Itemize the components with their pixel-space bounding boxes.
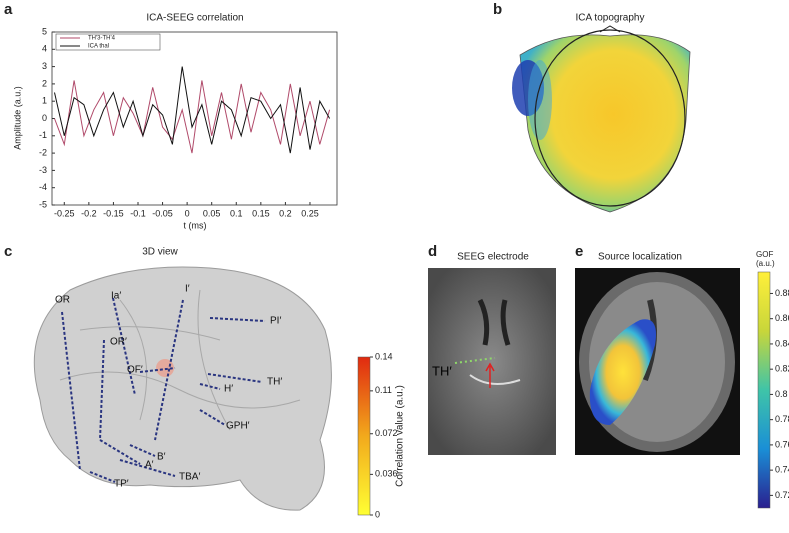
legend-label: ICA thal bbox=[88, 44, 109, 50]
colorbar-tick-label: 0.036 bbox=[375, 469, 398, 479]
x-axis-label: t (ms) bbox=[184, 220, 207, 230]
electrode-label: OR′ bbox=[110, 337, 127, 348]
colorbar-tick-label: 0.72 bbox=[775, 490, 789, 500]
chart-title: ICA-SEEG correlation bbox=[146, 13, 243, 24]
electrode-label: TBA′ bbox=[179, 472, 200, 483]
electrode-label: GPH′ bbox=[226, 421, 250, 432]
x-tick-label: -0.1 bbox=[130, 208, 146, 218]
electrode-label: B′ bbox=[157, 452, 166, 463]
brain-3d bbox=[33, 266, 332, 511]
x-tick-label: -0.25 bbox=[54, 208, 75, 218]
x-tick-label: 0.1 bbox=[230, 208, 243, 218]
series-line bbox=[54, 80, 331, 154]
colorbar-tick-label: 0.82 bbox=[775, 364, 789, 374]
x-tick-label: -0.05 bbox=[152, 208, 173, 218]
panel-title: 3D view bbox=[142, 247, 178, 258]
colorbar bbox=[357, 356, 371, 516]
y-tick-label: -3 bbox=[39, 165, 47, 175]
y-tick-label: 2 bbox=[42, 78, 47, 88]
panel-letter: e bbox=[575, 243, 583, 260]
electrode-label: OR bbox=[55, 295, 70, 306]
plot-frame bbox=[51, 31, 338, 206]
y-axis-label: Amplitude (a.u.) bbox=[12, 86, 22, 150]
x-tick-label: 0.2 bbox=[279, 208, 292, 218]
source-map bbox=[575, 268, 740, 455]
panel-letter: a bbox=[4, 1, 13, 18]
colorbar-tick-label: 0.11 bbox=[375, 385, 392, 395]
electrode-label: TH′ bbox=[432, 363, 452, 378]
y-tick-label: -4 bbox=[39, 182, 47, 192]
y-tick-label: 3 bbox=[42, 61, 47, 71]
panel-title: ICA topography bbox=[576, 13, 645, 24]
panel-title: Source localization bbox=[598, 252, 682, 263]
legend-box bbox=[55, 33, 161, 51]
y-tick-label: 1 bbox=[42, 96, 47, 106]
y-tick-label: 0 bbox=[42, 113, 47, 123]
electrode-label: A′ bbox=[145, 460, 154, 471]
colorbar bbox=[757, 271, 771, 509]
mri-slice bbox=[428, 268, 556, 455]
x-tick-label: 0.05 bbox=[203, 208, 221, 218]
colorbar-tick-label: 0.84 bbox=[775, 338, 789, 348]
colorbar-tick-label: 0 bbox=[375, 509, 380, 519]
colorbar-tick-label: 0.88 bbox=[775, 288, 789, 298]
colorbar-label: GOF (a.u.) bbox=[756, 250, 775, 268]
panel-letter: c bbox=[4, 243, 12, 260]
colorbar-tick-label: 0.86 bbox=[775, 313, 789, 323]
colorbar-tick-label: 0.072 bbox=[375, 428, 398, 438]
colorbar-tick-label: 0.76 bbox=[775, 439, 789, 449]
colorbar-tick-label: 0.78 bbox=[775, 414, 789, 424]
x-tick-label: -0.2 bbox=[81, 208, 97, 218]
electrode-label: H′ bbox=[224, 384, 233, 395]
x-tick-label: 0 bbox=[185, 208, 190, 218]
legend: TH'3-TH'4 ICA thal bbox=[55, 33, 161, 51]
colorbar-tick-label: 0.8 bbox=[775, 389, 788, 399]
panel-title: SEEG electrode bbox=[457, 252, 529, 263]
electrode-label: TP′ bbox=[114, 479, 129, 490]
x-tick-label: 0.15 bbox=[252, 208, 270, 218]
y-tick-label: -2 bbox=[39, 147, 47, 157]
y-tick-label: 4 bbox=[42, 44, 47, 54]
y-tick-label: -1 bbox=[39, 130, 47, 140]
colorbar-label: Correlation value (a.u.) bbox=[395, 385, 406, 487]
y-tick-label: -5 bbox=[39, 199, 47, 209]
legend-label: TH'3-TH'4 bbox=[88, 36, 116, 42]
electrode-labels: OR Ia′ I′ OR′ PI′ OF′ TH′ H′ GPH′ A′B′ TBA′ TP′ bbox=[55, 284, 282, 490]
x-tick-label: 0.25 bbox=[301, 208, 319, 218]
electrode-label: TH′ bbox=[267, 377, 282, 388]
x-tick-label: -0.15 bbox=[103, 208, 124, 218]
electrode-label: PI′ bbox=[270, 316, 281, 327]
series-line bbox=[54, 66, 331, 154]
topography-map bbox=[512, 25, 691, 213]
electrode-label: I′ bbox=[185, 284, 190, 295]
electrode-label: OF′ bbox=[127, 365, 143, 376]
y-tick-label: 5 bbox=[42, 26, 47, 36]
panel-letter: b bbox=[493, 1, 502, 18]
panel-letter: d bbox=[428, 243, 437, 260]
electrode-label: Ia′ bbox=[111, 291, 121, 302]
colorbar-tick-label: 0.74 bbox=[775, 465, 789, 475]
colorbar-tick-label: 0.14 bbox=[375, 351, 393, 361]
